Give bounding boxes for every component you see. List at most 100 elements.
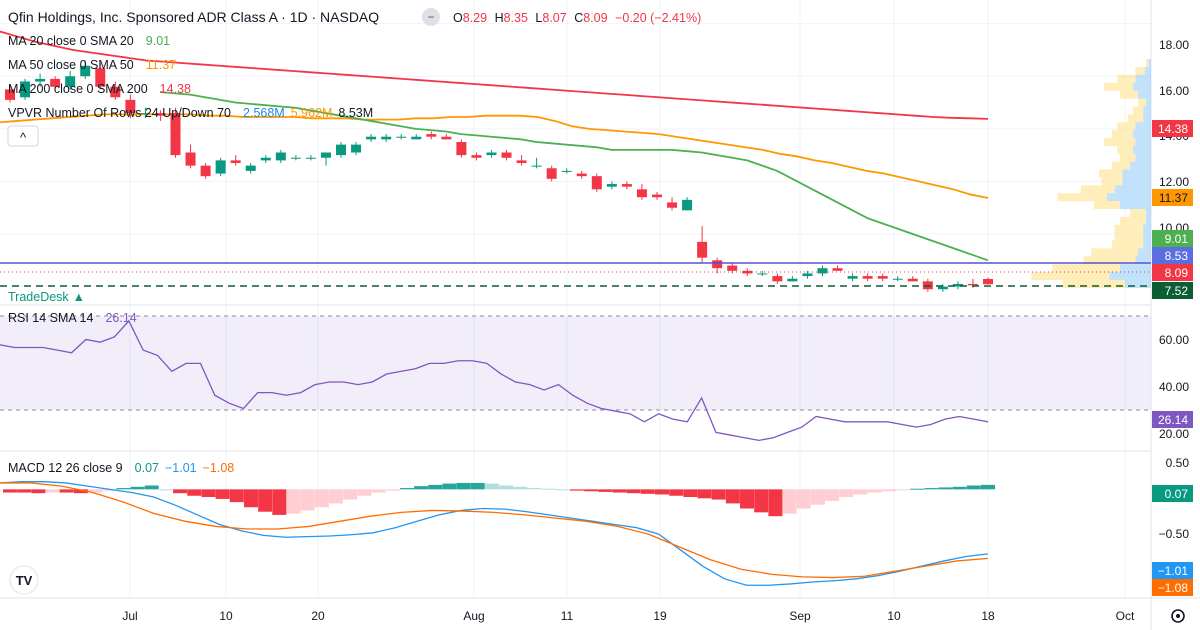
- macd-histogram-bar: [470, 482, 485, 490]
- vpvr-up-bar: [1132, 130, 1151, 139]
- macd-histogram-bar: [683, 489, 698, 498]
- vpvr-down-bar: [1117, 122, 1136, 131]
- price-tick: 18.00: [1159, 38, 1189, 52]
- macd-histogram-bar: [414, 486, 429, 490]
- candle-body: [20, 81, 31, 98]
- ma20-legend[interactable]: MA 20 close 0 SMA 20 9.01: [8, 34, 170, 48]
- candle-body: [230, 160, 241, 164]
- vpvr-legend[interactable]: VPVR Number Of Rows 24 Up/Down 70 2.568M 5…: [8, 106, 373, 120]
- change-value: −0.20 (−2.41%): [615, 11, 701, 25]
- candle-body: [907, 278, 918, 282]
- vpvr-down-bar: [1104, 137, 1136, 146]
- macd-histogram-bar: [371, 489, 386, 493]
- macd-signal-value: −1.08: [203, 461, 235, 475]
- candle-body: [757, 273, 768, 275]
- candle-body: [260, 157, 271, 161]
- close-badge: [1152, 264, 1193, 281]
- support-badge-text: 7.52: [1165, 284, 1189, 298]
- ma50-legend[interactable]: MA 50 close 0 SMA 50 11.37: [8, 58, 176, 72]
- candle-body: [351, 144, 362, 153]
- candle-body: [155, 113, 166, 116]
- candle-body: [185, 152, 196, 166]
- macd-axis[interactable]: 0.50 −0.50: [1159, 456, 1190, 541]
- macd-legend[interactable]: MACD 12 26 close 9 0.07 −1.01 −1.08: [8, 461, 234, 475]
- candle-body: [862, 276, 873, 279]
- rsi-tick: 40.00: [1159, 380, 1189, 394]
- macd-histogram-bar: [73, 489, 88, 494]
- candle-body: [952, 283, 963, 287]
- gear-icon: [1176, 614, 1180, 618]
- macd-histogram-bar: [229, 489, 244, 503]
- macd-histogram-bar: [555, 489, 570, 491]
- time-tick: Aug: [463, 609, 484, 623]
- time-tick: 20: [311, 609, 325, 623]
- candle-body: [937, 286, 948, 290]
- vpvr-up-bar: [1143, 224, 1151, 233]
- vpvr-profile: [1031, 59, 1151, 288]
- time-tick: Sep: [789, 609, 811, 623]
- close-label: C: [574, 11, 583, 25]
- tradedesk-label[interactable]: TradeDesk ▲: [8, 290, 85, 304]
- macd-histogram-bar: [102, 489, 117, 491]
- macd-macd-value: −1.01: [165, 461, 197, 475]
- vpvr-up-bar: [1135, 122, 1151, 131]
- vpvr-down-bar: [1093, 201, 1120, 210]
- symbol-toggle-icon: −: [427, 10, 434, 24]
- legend-collapse-button[interactable]: ^: [7, 125, 39, 147]
- macd-histogram-bar: [853, 489, 868, 495]
- symbol-toggle-button[interactable]: −: [422, 8, 440, 26]
- candle-body: [140, 113, 151, 115]
- macd-histogram-bar: [541, 488, 556, 490]
- tradedesk-arrow-icon: ▲: [73, 290, 85, 304]
- vpvr-down-bar: [1127, 114, 1144, 123]
- close-badge-text: 8.09: [1165, 266, 1189, 280]
- candle-body: [396, 136, 407, 138]
- open-label: O: [453, 11, 463, 25]
- candle-body: [802, 273, 813, 277]
- vpvr-down-bar: [1112, 161, 1131, 170]
- ma200-badge: [1152, 120, 1193, 137]
- open-value: 8.29: [463, 11, 487, 25]
- macd-histogram-bar: [173, 489, 188, 494]
- vpvr-down-bar: [1057, 193, 1107, 202]
- macd-histogram-bar: [981, 484, 995, 490]
- rsi-tick: 60.00: [1159, 333, 1189, 347]
- macd-histogram-bar: [17, 489, 32, 493]
- macd-histogram-bar: [45, 489, 60, 493]
- time-axis[interactable]: Jul 10 20 Aug 11 19 Sep 10 18 Oct: [122, 609, 1135, 623]
- macd-histogram-bar: [839, 489, 854, 498]
- candle-body: [80, 65, 91, 77]
- price-badges: 14.38 11.37 9.01 8.53 8.09 7.52 26.14 0.…: [1152, 120, 1193, 596]
- vpvr-down-bar: [1132, 106, 1144, 115]
- candle-body: [486, 152, 497, 156]
- candle-body: [606, 184, 617, 187]
- macd-histogram-bar: [187, 489, 202, 496]
- candle-body: [651, 194, 662, 198]
- vpvr-up-bar: [1125, 279, 1151, 288]
- macd-line: [0, 481, 989, 586]
- macd-histogram-bar: [343, 489, 358, 500]
- ma200-legend[interactable]: MA 200 close 0 SMA 200 14.38: [8, 82, 191, 96]
- candle-body: [366, 136, 377, 140]
- settings-button[interactable]: [1171, 609, 1185, 623]
- vpvr-down-bar: [1130, 208, 1146, 217]
- macd-histogram-bar: [782, 489, 797, 514]
- vpvr-up-bar: [1143, 240, 1151, 249]
- macd-histogram-bar: [158, 489, 173, 491]
- macd-histogram-bar: [272, 489, 287, 515]
- ma50-badge-text: 11.37: [1159, 191, 1188, 205]
- time-tick: Oct: [1116, 609, 1135, 623]
- time-tick: 19: [653, 609, 667, 623]
- candle-body: [200, 165, 211, 177]
- rsi-legend[interactable]: RSI 14 SMA 14 26.14: [8, 311, 137, 325]
- candle-body: [983, 278, 993, 285]
- tradingview-logo[interactable]: TV: [9, 565, 39, 595]
- ma50-line: [0, 113, 989, 199]
- vpvr-down-bar: [1101, 177, 1123, 186]
- macd-histogram-bar: [88, 489, 103, 493]
- candle-body: [697, 241, 708, 258]
- vpvr-down-value: 5.962M: [291, 106, 333, 120]
- macd-histogram-bar: [329, 489, 343, 504]
- rsi-axis[interactable]: 60.00 40.00 20.00: [1159, 333, 1189, 441]
